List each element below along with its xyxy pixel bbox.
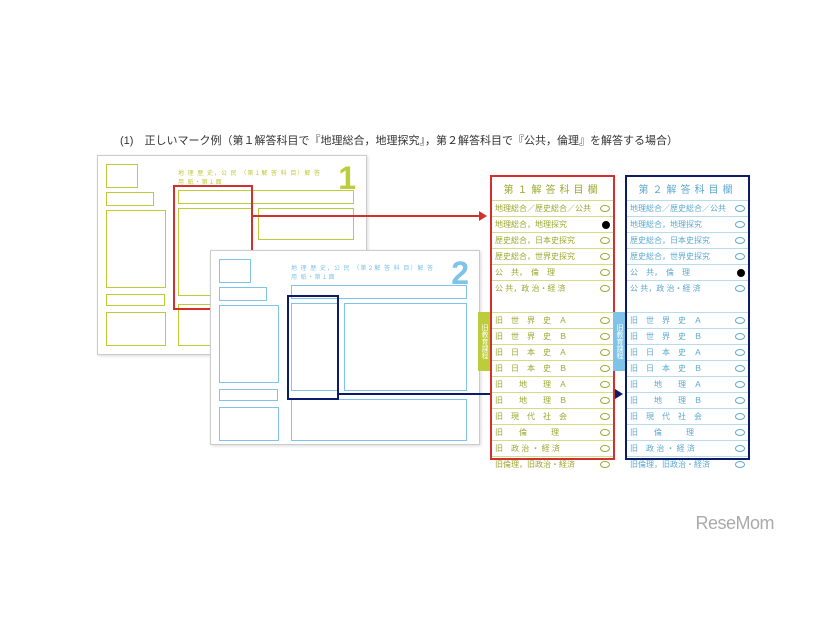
- mark-bubble: [735, 253, 745, 260]
- mark-bubble: [735, 365, 745, 372]
- old-curriculum-label-2: 旧教育課程: [613, 312, 625, 371]
- mark-bubble: [600, 317, 610, 324]
- subject-row: 旧 倫 理: [627, 424, 748, 440]
- subject-row: 旧 世 界 史 Ａ: [627, 312, 748, 328]
- mark-bubble: [735, 349, 745, 356]
- mark-bubble: [600, 365, 610, 372]
- subject-row: 歴史総合，世界史探究: [627, 248, 748, 264]
- mark-bubble: [602, 221, 610, 229]
- mark-bubble: [600, 397, 610, 404]
- caption-text: (1) 正しいマーク例（第１解答科目で『地理総合，地理探究』，第２解答科目で『公…: [120, 132, 678, 148]
- subject-row: 旧 世 界 史 Ａ: [492, 312, 613, 328]
- subject-row: 旧 現 代 社 会: [492, 408, 613, 424]
- subject-row: 旧 日 本 史 Ｂ: [627, 360, 748, 376]
- mark-bubble: [735, 285, 745, 292]
- panel2-title: 第２解答科目欄: [627, 177, 748, 200]
- highlight-blue-source: [287, 295, 339, 400]
- mark-bubble: [735, 381, 745, 388]
- subject-row: 公 共，政 治・経 済: [627, 280, 748, 296]
- subject-panel-1: 第１解答科目欄 地理総合／歴史総合／公共 地理総合，地理探究歴史総合，日本史探究…: [490, 175, 615, 460]
- watermark-logo: ReseMom: [695, 513, 774, 534]
- subject-row: 歴史総合，世界史探究: [492, 248, 613, 264]
- sheet2-title: 地 理 歴 史，公 民 （第２解 答 科 目）解 答 用 紙・第１面: [291, 263, 439, 281]
- mark-bubble: [735, 413, 745, 420]
- mark-bubble: [600, 429, 610, 436]
- mark-bubble: [600, 269, 610, 276]
- mark-bubble: [735, 461, 745, 468]
- mark-bubble: [600, 253, 610, 260]
- mark-bubble: [600, 237, 610, 244]
- mark-bubble: [735, 237, 745, 244]
- panel1-title: 第１解答科目欄: [492, 177, 613, 200]
- mark-bubble: [600, 445, 610, 452]
- arrow-red: [253, 215, 481, 217]
- subject-row: 旧倫理，旧政治・経済: [492, 456, 613, 472]
- subject-row: 旧 世 界 史 Ｂ: [627, 328, 748, 344]
- subject-row: 旧 政 治 ・ 経 済: [492, 440, 613, 456]
- subject-row: 旧 政 治 ・ 経 済: [627, 440, 748, 456]
- mark-bubble: [735, 333, 745, 340]
- mark-bubble: [735, 317, 745, 324]
- panel2-header: 地理総合／歴史総合／公共: [627, 200, 748, 216]
- subject-row: 旧倫理，旧政治・経済: [627, 456, 748, 472]
- subject-row: 旧 地 理 Ａ: [492, 376, 613, 392]
- subject-panel-2: 第２解答科目欄 地理総合／歴史総合／公共 地理総合，地理探究歴史総合，日本史探究…: [625, 175, 750, 460]
- subject-row: 旧 世 界 史 Ｂ: [492, 328, 613, 344]
- subject-row: 旧 現 代 社 会: [627, 408, 748, 424]
- old-curriculum-label-1: 旧教育課程: [478, 312, 490, 371]
- subject-row: 地理総合，地理探究: [492, 216, 613, 232]
- subject-row: 旧 倫 理: [492, 424, 613, 440]
- mark-bubble: [735, 397, 745, 404]
- subject-row: 旧 地 理 Ｂ: [492, 392, 613, 408]
- subject-row: 歴史総合，日本史探究: [627, 232, 748, 248]
- subject-row: 旧 日 本 史 Ｂ: [492, 360, 613, 376]
- answer-sheet-2: 地 理 歴 史，公 民 （第２解 答 科 目）解 答 用 紙・第１面 2: [210, 250, 480, 445]
- subject-row: 公 共， 倫 理: [492, 264, 613, 280]
- mark-bubble: [600, 461, 610, 468]
- subject-row: 公 共， 倫 理: [627, 264, 748, 280]
- panel1-header: 地理総合／歴史総合／公共: [492, 200, 613, 216]
- subject-row: 地理総合，地理探究: [627, 216, 748, 232]
- subject-row: 旧 日 本 史 Ａ: [627, 344, 748, 360]
- mark-bubble: [600, 349, 610, 356]
- subject-row: 旧 地 理 Ｂ: [627, 392, 748, 408]
- subject-row: 旧 地 理 Ａ: [627, 376, 748, 392]
- mark-bubble: [737, 269, 745, 277]
- mark-bubble: [600, 381, 610, 388]
- mark-bubble: [735, 221, 745, 228]
- mark-bubble: [600, 285, 610, 292]
- mark-bubble: [600, 413, 610, 420]
- sheet1-title: 地 理 歴 史，公 民 （第１解 答 科 目）解 答 用 紙・第１面: [178, 168, 326, 186]
- subject-row: 旧 日 本 史 Ａ: [492, 344, 613, 360]
- subject-row: 歴史総合，日本史探究: [492, 232, 613, 248]
- mark-bubble: [600, 333, 610, 340]
- mark-bubble: [735, 429, 745, 436]
- mark-bubble: [735, 445, 745, 452]
- subject-row: 公 共，政 治・経 済: [492, 280, 613, 296]
